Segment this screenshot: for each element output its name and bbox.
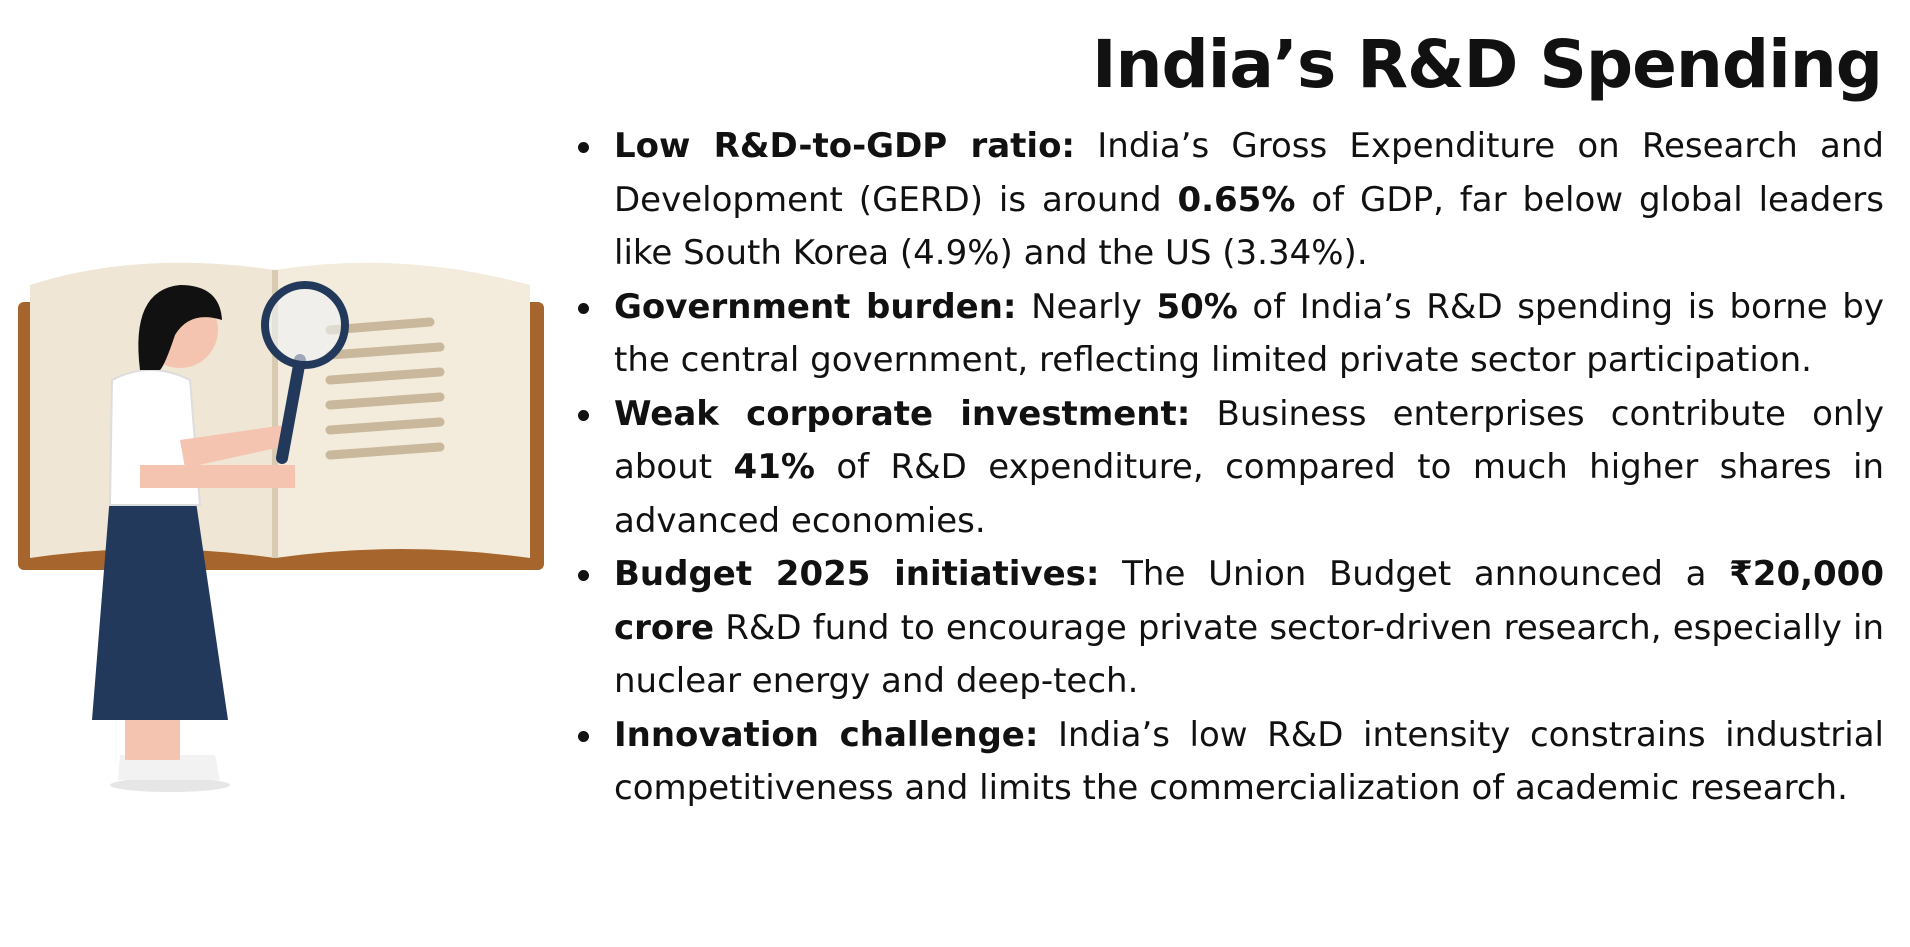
- text: of R&D expenditure, compared to much hig…: [614, 447, 1885, 541]
- text: Nearly: [1016, 286, 1157, 327]
- bold-text: Innovation challenge:: [614, 714, 1039, 755]
- text: of India’s R&D spending is borne by the …: [614, 286, 1884, 381]
- text: India’s Gross Expenditure on Research an…: [614, 126, 1884, 220]
- bullet: Innovation challenge: India’s low R&D in…: [578, 709, 1884, 816]
- shoes: [118, 755, 220, 780]
- text: India’s low R&D intensity constrains ind…: [614, 714, 1884, 809]
- magnifier-lens: [261, 281, 349, 369]
- text: The Union Budget announced a: [1099, 554, 1730, 594]
- bullet-list: Low R&D-to-GDP ratio: India’s Gross Expe…: [578, 120, 1885, 816]
- hair: [138, 285, 222, 370]
- text: of GDP, far below global leaders like So…: [614, 179, 1884, 274]
- arm-lower: [140, 465, 295, 488]
- bold-text: ₹20,000 crore: [614, 554, 1884, 648]
- bold-text: Weak corporate investment:: [614, 393, 1191, 434]
- bullet: Low R&D-to-GDP ratio: India’s Gross Expe…: [578, 120, 1884, 281]
- bold-text: Low R&D-to-GDP ratio:: [614, 126, 1076, 166]
- magnifier-handle: [276, 354, 306, 464]
- title: India’s R&D Spending: [1091, 26, 1883, 103]
- text: R&D fund to encourage private sector-dri…: [614, 607, 1884, 702]
- bold-text: Budget 2025 initiatives:: [614, 554, 1100, 594]
- skirt: [92, 495, 228, 720]
- bold-text: 0.65%: [1177, 179, 1296, 220]
- bullet: Government burden: Nearly 50% of India’s…: [578, 281, 1884, 388]
- bold-text: Government burden:: [614, 286, 1017, 327]
- shadow: [110, 778, 230, 792]
- illustration: [18, 262, 544, 792]
- arm: [180, 425, 290, 468]
- bold-text: 50%: [1156, 286, 1238, 327]
- bold-text: 41%: [733, 447, 815, 487]
- bullet: Budget 2025 initiatives: The Union Budge…: [578, 548, 1884, 709]
- text: Business enterprises contribute only abo…: [614, 393, 1884, 488]
- bullet: Weak corporate investment: Business ente…: [578, 388, 1885, 549]
